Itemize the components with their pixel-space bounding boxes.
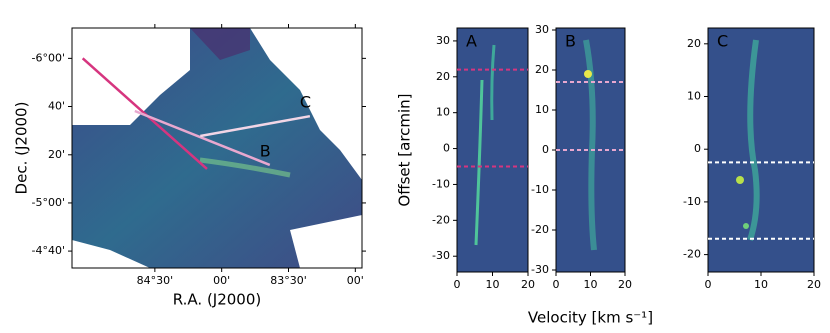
blank-region — [72, 240, 150, 268]
x-tick-label: 00' — [213, 274, 230, 287]
pv-image — [708, 28, 814, 272]
y-tick-label: -10 — [432, 177, 450, 190]
x-tick-label: 20 — [521, 278, 535, 291]
blank-region — [290, 215, 362, 268]
axes-frame — [707, 27, 815, 273]
y-tick-label: -30 — [432, 249, 450, 262]
y-tick-label: -4°40' — [32, 244, 66, 257]
y-tick-label: -5°00' — [32, 196, 66, 209]
pv-emission — [747, 39, 760, 241]
x-tick-label: 00' — [347, 274, 364, 287]
x-axis-label: Velocity [km s⁻¹] — [528, 309, 653, 327]
y-tick-label: 10 — [535, 103, 549, 116]
y-tick-label: 20 — [436, 70, 450, 83]
pv-emission — [743, 223, 749, 229]
y-axis-label: Dec. (J2000) — [13, 102, 31, 195]
y-tick-label: -10 — [683, 195, 701, 208]
x-tick-label: 10 — [584, 278, 598, 291]
y-tick-label: 0 — [542, 143, 549, 156]
x-tick-label: 83°30' — [270, 274, 307, 287]
panel-label: B — [565, 32, 576, 51]
x-tick-label: 10 — [486, 278, 500, 291]
panel-label: A — [466, 32, 477, 51]
blank-region — [250, 28, 362, 180]
x-axis-label: R.A. (J2000) — [173, 291, 262, 309]
x-tick-label: 20 — [618, 278, 632, 291]
y-tick-label: 20 — [687, 37, 701, 50]
y-axis-label: Offset [arcmin] — [396, 93, 414, 206]
x-tick-label: 10 — [754, 278, 768, 291]
y-tick-label: 20 — [535, 63, 549, 76]
y-tick-label: 10 — [687, 90, 701, 103]
y-tick-label: -20 — [683, 248, 701, 261]
x-tick-label: 0 — [705, 278, 712, 291]
y-tick-label: -30 — [531, 263, 549, 276]
cut-line — [134, 109, 271, 167]
axes-frame — [456, 27, 529, 273]
x-tick-label: 84°30' — [137, 274, 174, 287]
y-tick-label: 0 — [443, 142, 450, 155]
y-tick-label: 40' — [48, 100, 65, 113]
pv-emission — [474, 79, 484, 246]
y-tick-label: -10 — [531, 183, 549, 196]
map-texture — [199, 157, 291, 178]
cut-label: C — [300, 93, 311, 112]
blank-region — [72, 28, 190, 125]
y-tick-label: -20 — [531, 223, 549, 236]
axes-frame — [71, 27, 363, 269]
x-tick-label: 20 — [807, 278, 821, 291]
x-tick-label: 0 — [553, 278, 560, 291]
y-tick-label: 10 — [436, 106, 450, 119]
pv-emission — [736, 176, 744, 184]
y-tick-label: 30 — [535, 23, 549, 36]
panel-label: C — [717, 32, 728, 51]
y-tick-label: -20 — [432, 213, 450, 226]
y-tick-label: 30 — [436, 34, 450, 47]
cut-line — [200, 114, 311, 138]
y-tick-label: 20' — [48, 148, 65, 161]
cut-label: B — [260, 141, 271, 160]
map-texture — [190, 28, 250, 60]
pv-emission — [490, 44, 496, 121]
pv-emission — [584, 70, 592, 78]
y-tick-label: 0 — [694, 142, 701, 155]
x-tick-label: 0 — [454, 278, 461, 291]
y-tick-label: -6°00' — [32, 51, 66, 64]
